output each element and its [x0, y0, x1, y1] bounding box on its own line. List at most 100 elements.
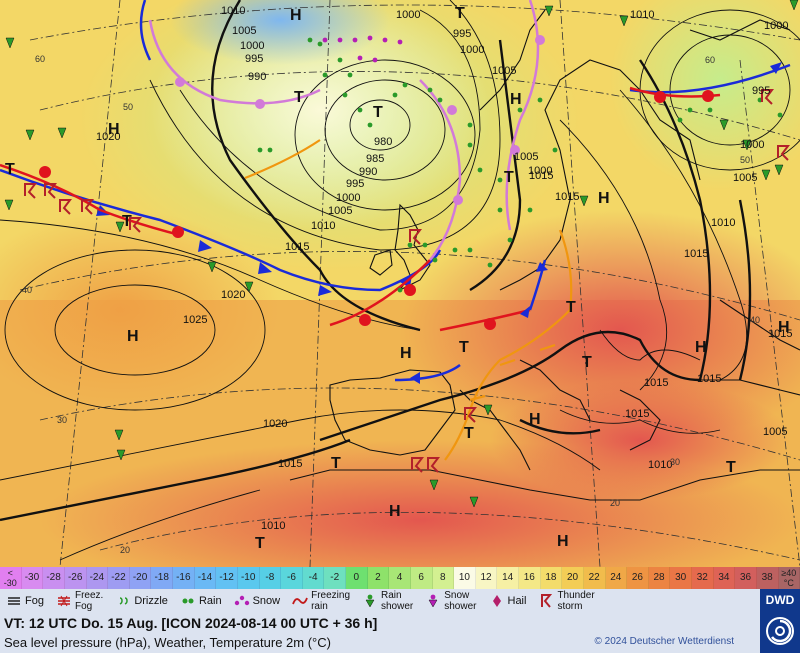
warm-front-west	[0, 163, 184, 238]
latitude-label: 60	[35, 54, 45, 64]
isobar-label: 1005	[763, 426, 787, 438]
isobar-label: 1000	[460, 44, 484, 56]
legend-item-fog: Fog	[6, 594, 44, 608]
colorbar-cell: 36	[735, 567, 757, 589]
snow-shower-icon	[425, 594, 441, 608]
colorbar-cell: -24	[86, 567, 109, 589]
pressure-center-letter: T	[726, 459, 736, 476]
isobars-bold	[0, 0, 752, 522]
isobar-label: 1000	[336, 192, 360, 204]
pressure-center-letter: H	[127, 328, 139, 345]
map-subtitle: Sea level pressure (hPa), Weather, Tempe…	[4, 635, 331, 650]
colorbar-cell: 22	[583, 567, 606, 589]
isobar-label: 1015	[278, 458, 302, 470]
legend-item-rain: Rain	[180, 594, 222, 608]
latitude-label: 50	[740, 155, 750, 165]
isobar-label: 1005	[232, 25, 256, 37]
thunderstorm-symbols	[24, 89, 790, 473]
isobar-label: 1010	[261, 520, 285, 532]
pressure-center-letter: H	[108, 121, 120, 138]
isobar-label: 1020	[221, 289, 245, 301]
pressure-center-letter: H	[695, 339, 707, 356]
latitude-label: 40	[22, 285, 32, 295]
isobar-label: 1020	[96, 131, 120, 143]
colorbar-cell: -6	[281, 567, 303, 589]
legend-item-hail: Hail	[489, 594, 527, 608]
colorbar-cell: < -30	[0, 567, 22, 589]
fog-icon	[6, 594, 22, 608]
colorbar-cell: 32	[692, 567, 714, 589]
latitude-label: 30	[670, 457, 680, 467]
rain-symbols	[257, 37, 783, 293]
troughs	[244, 139, 573, 461]
isobar-label: 990	[359, 166, 377, 178]
hail-icon	[489, 594, 505, 608]
pressure-center-letter: T	[459, 339, 469, 356]
isobar-label: 1000	[396, 9, 420, 21]
colorbar-cell: 30	[670, 567, 692, 589]
legend-label: Thunder storm	[557, 590, 595, 612]
isobar-label: 1000	[764, 20, 788, 32]
weather-legend: Fog Freez. Fog Drizzle Rain Snow Freezin…	[0, 589, 760, 613]
pressure-center-letter: H	[510, 91, 522, 108]
legend-label: Hail	[507, 594, 527, 607]
legend-label: Rain	[198, 594, 222, 607]
shower-symbols	[4, 0, 799, 508]
copyright: © 2024 Deutscher Wetterdienst	[594, 636, 734, 647]
warm-front-north	[629, 86, 721, 103]
colorbar-cell: 8	[432, 567, 455, 589]
latitude-label: 20	[120, 545, 130, 555]
colorbar-cell: 20	[562, 567, 584, 589]
colorbar-cell: 2	[367, 567, 390, 589]
colorbar-cell: -22	[108, 567, 130, 589]
colorbar-cell: -18	[151, 567, 173, 589]
pressure-center-letter: T	[294, 89, 304, 106]
pressure-centers: H H H H H H H H H H H T T T T T T T T T …	[5, 5, 790, 552]
legend-item-snow-shower: Snow shower	[425, 590, 477, 612]
weather-map: H H H H H H H H H H H T T T T T T T T T …	[0, 0, 800, 567]
thunderstorm-icon	[538, 594, 554, 608]
colorbar-cell: -12	[216, 567, 238, 589]
pressure-center-letter: H	[557, 533, 569, 550]
colorbar-cell: ≥40 °C	[778, 567, 800, 589]
map-footer: VT: 12 UTC Do. 15 Aug. [ICON 2024-08-14 …	[0, 613, 760, 653]
colorbar-cell: 14	[497, 567, 519, 589]
isobar-label: 1000	[240, 40, 264, 52]
isobar-label: 1000	[740, 139, 764, 151]
legend-label: Fog	[25, 594, 44, 607]
latitude-labels: 60 50 40 30 20 60 50 40 30 20	[22, 54, 760, 555]
isobar-labels: 1010 1005 1000 995 990 1000 995 1000 100…	[96, 5, 792, 532]
drizzle-icon	[115, 594, 131, 608]
dwd-logo-text: DWD	[765, 593, 795, 607]
legend-item-freezing-fog: Freez. Fog	[56, 590, 103, 612]
isobar-label: 1010	[648, 459, 672, 471]
pressure-center-letter: H	[778, 319, 790, 336]
pressure-center-letter: H	[290, 7, 302, 24]
dwd-logo: DWD	[760, 589, 800, 653]
temperature-field	[0, 0, 800, 567]
pressure-center-letter: T	[455, 5, 465, 22]
isobar-label: 985	[366, 153, 384, 165]
isobar-label: 1025	[183, 314, 207, 326]
colorbar-cell: -16	[173, 567, 195, 589]
pressure-center-letter: T	[331, 455, 341, 472]
colorbar-cell: 10	[454, 567, 476, 589]
isobar-label: 995	[346, 178, 364, 190]
pressure-center-letter: T	[5, 161, 15, 178]
snow-icon	[234, 594, 250, 608]
isobar-label: 995	[752, 85, 770, 97]
colorbar-cell: -2	[324, 567, 346, 589]
isobar-label: 1005	[492, 65, 516, 77]
colorbar-cell: 6	[410, 567, 433, 589]
pressure-center-letter: T	[373, 104, 383, 121]
pressure-center-letter: T	[582, 354, 592, 371]
occluded-front	[148, 0, 545, 261]
pressure-center-letter: H	[598, 190, 610, 207]
isobar-label: 1015	[697, 373, 721, 385]
legend-item-rain-shower: Rain shower	[362, 590, 413, 612]
cold-front-central	[394, 259, 548, 384]
colorbar-cell: -10	[237, 567, 260, 589]
dwd-swirl-icon	[766, 617, 794, 645]
latitude-label: 20	[610, 498, 620, 508]
colorbar-cell: 26	[627, 567, 649, 589]
